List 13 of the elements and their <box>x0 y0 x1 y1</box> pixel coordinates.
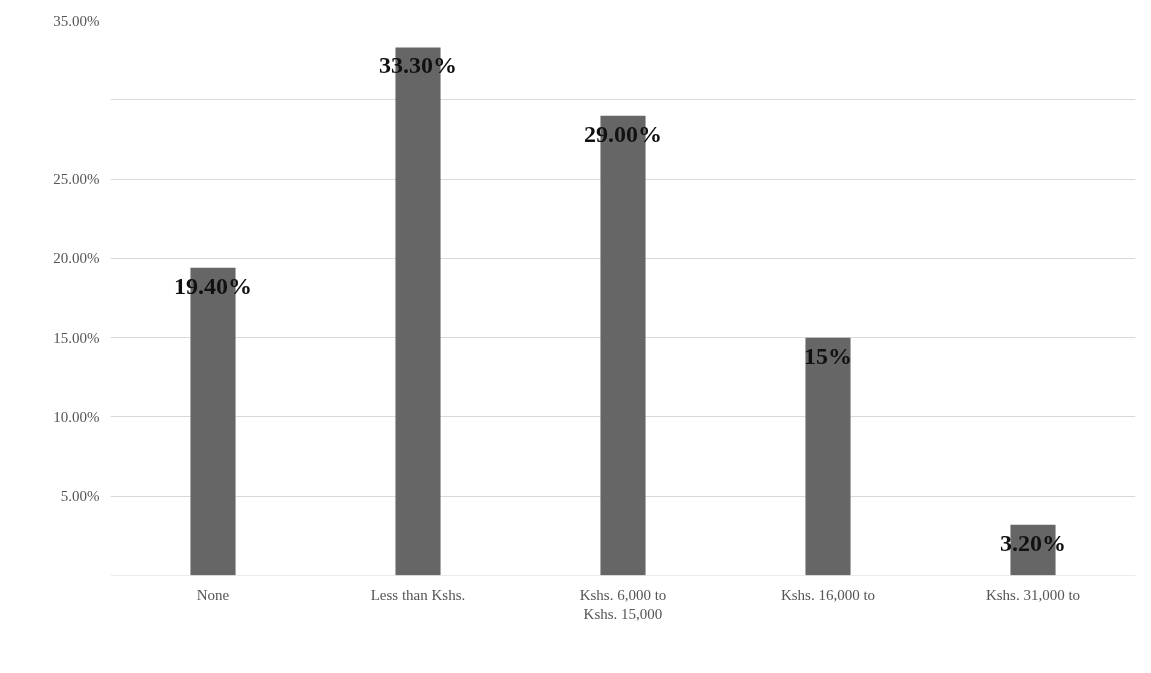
x-tick-label: Less than Kshs. <box>370 586 466 603</box>
x-tick-label: None <box>196 586 230 603</box>
y-tick-label: 20.00% <box>53 250 100 267</box>
x-tick-label: Kshs. 6,000 to Kshs. 15,000 <box>579 586 667 622</box>
y-tick-label: 25.00% <box>53 171 100 188</box>
data-label: 15% <box>804 342 852 369</box>
bar <box>805 337 851 576</box>
x-tick-label: Kshs. 31,000 to <box>985 586 1081 603</box>
y-tick-label: 35.00% <box>53 12 100 29</box>
y-tick-label: 15.00% <box>53 329 100 346</box>
y-tick-label: 5.00% <box>60 488 100 505</box>
y-tick-label: 10.00% <box>53 408 100 425</box>
x-tick-label: Kshs. 16,000 to <box>780 586 876 603</box>
